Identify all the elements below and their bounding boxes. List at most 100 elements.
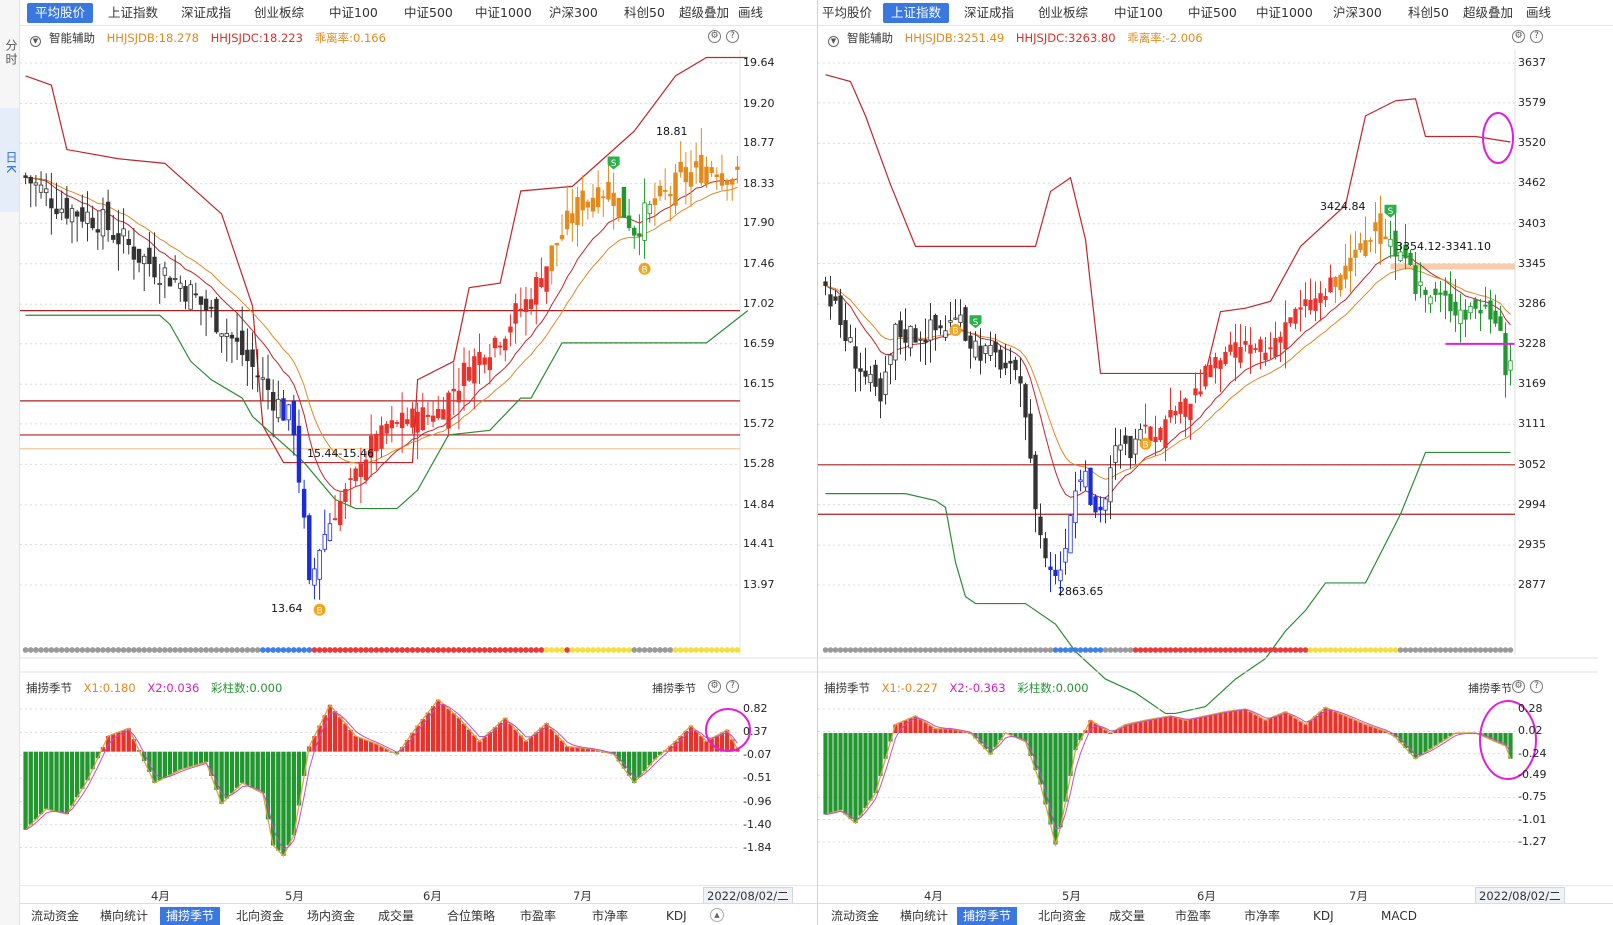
tab-0[interactable]: 平均股价	[822, 5, 873, 20]
phase-dot	[631, 647, 638, 653]
tab-0[interactable]: 平均股价	[27, 3, 94, 23]
candle	[1418, 262, 1423, 298]
osc-bar	[647, 751, 652, 766]
settings-icon[interactable]: ⚙	[1512, 30, 1525, 43]
y-tick: 3111	[1518, 417, 1546, 431]
bottom-tab-9[interactable]: KDJ	[666, 909, 687, 923]
candle-body	[399, 412, 405, 429]
tab-intraday[interactable]: 分时	[4, 39, 18, 67]
candle	[539, 257, 544, 289]
bottom-tab-7[interactable]: 市盈率	[520, 909, 557, 923]
highlight-circle	[1482, 112, 1514, 164]
bottom-tab-6[interactable]: 合位策略	[447, 909, 496, 923]
bottom-tab-1[interactable]: 横向统计	[100, 909, 149, 923]
phase-dot	[100, 647, 106, 653]
bottom-tab-0[interactable]: 流动资金	[831, 909, 880, 923]
bottom-tab-8[interactable]: MACD	[1381, 909, 1417, 923]
phase-dot	[223, 647, 230, 653]
candle	[1278, 331, 1283, 362]
bottom-tab-8[interactable]: 市净率	[592, 909, 629, 923]
tab-3[interactable]: 创业板综	[1038, 5, 1089, 20]
bottom-tab-4[interactable]: 场内资金	[307, 909, 356, 923]
tab-5[interactable]: 中证500	[1188, 5, 1237, 20]
phase-dot	[1302, 647, 1309, 653]
bottom-tab-6[interactable]: 市净率	[1244, 909, 1281, 923]
osc-y-tick: 0.28	[1518, 702, 1543, 715]
help-icon[interactable]: ?	[1530, 680, 1543, 693]
tab-2[interactable]: 深证成指	[181, 5, 232, 20]
osc-bar	[198, 751, 204, 764]
help-icon[interactable]: ?	[1530, 30, 1543, 43]
tab-7[interactable]: 沪深300	[1333, 5, 1382, 20]
candle	[1413, 252, 1418, 301]
candle	[518, 287, 523, 318]
bottom-tab-3[interactable]: 北向资金	[236, 909, 285, 923]
candle-body	[1033, 454, 1038, 510]
tab-5[interactable]: 中证500	[404, 5, 453, 20]
tab-4[interactable]: 中证100	[1114, 5, 1163, 20]
bottom-tab-0[interactable]: 流动资金	[31, 909, 80, 923]
candle	[95, 210, 101, 250]
tab-6[interactable]: 中证1000	[475, 5, 532, 20]
smart-assist-toggle[interactable]: ▼ 智能辅助	[828, 31, 893, 47]
settings-icon[interactable]: ⚙	[708, 680, 721, 693]
smart-assist-toggle[interactable]: ▼ 智能辅助	[30, 31, 95, 47]
candle-body	[928, 319, 933, 341]
y-tick: 18.77	[743, 136, 775, 150]
settings-icon[interactable]: ⚙	[1512, 680, 1525, 693]
tab-daily-k[interactable]: 日K	[0, 108, 19, 212]
phase-dot	[982, 647, 989, 653]
candle-body	[1053, 569, 1058, 577]
candle-body	[1208, 364, 1213, 378]
tab-6[interactable]: 中证1000	[1256, 5, 1313, 20]
candle	[963, 304, 968, 342]
osc-x2-line	[25, 704, 738, 850]
phase-dot	[1057, 647, 1064, 653]
phase-dot	[713, 647, 720, 653]
candle-body	[948, 320, 953, 323]
tab-1[interactable]: 上证指数	[108, 5, 159, 20]
candle-body	[1283, 322, 1288, 350]
lower-support-line	[825, 451, 1511, 715]
bottom-tab-5[interactable]: 成交量	[378, 909, 415, 923]
candle-body	[938, 325, 943, 329]
osc-bar	[1058, 733, 1063, 828]
osc-bar	[451, 713, 456, 752]
tab-10[interactable]: 画线	[1526, 5, 1552, 20]
phase-dot	[192, 647, 199, 653]
scroll-up-icon[interactable]: ▲	[710, 908, 724, 922]
candle-body	[1143, 424, 1148, 427]
tab-8[interactable]: 科创50	[1408, 5, 1449, 20]
phase-dot	[937, 647, 944, 653]
tab-10[interactable]: 画线	[738, 5, 764, 20]
phase-dot	[605, 647, 612, 653]
bottom-tab-3[interactable]: 北向资金	[1038, 909, 1087, 923]
tab-4[interactable]: 中证100	[329, 5, 378, 20]
tab-3[interactable]: 创业板综	[254, 5, 305, 20]
bottom-tab-2[interactable]: 捕捞季节	[160, 907, 221, 925]
tab-8[interactable]: 科创50	[624, 5, 665, 20]
bottom-tab-5[interactable]: 市盈率	[1175, 909, 1212, 923]
bottom-tab-1[interactable]: 横向统计	[900, 909, 949, 923]
bottom-tab-7[interactable]: KDJ	[1313, 909, 1334, 923]
osc-bar	[1408, 733, 1413, 754]
help-icon[interactable]: ?	[726, 30, 739, 43]
tab-9[interactable]: 超级叠加	[679, 5, 730, 20]
candle-body	[198, 296, 204, 305]
bottom-tab-2[interactable]: 捕捞季节	[957, 907, 1018, 925]
y-tick: 14.84	[743, 497, 775, 511]
candle	[183, 280, 188, 310]
tab-7[interactable]: 沪深300	[549, 5, 598, 20]
osc-bar	[1403, 733, 1408, 749]
osc-bar	[1318, 711, 1323, 734]
y-tick: 3169	[1518, 377, 1546, 391]
settings-icon[interactable]: ⚙	[708, 30, 721, 43]
phase-dot	[285, 647, 292, 653]
tab-2[interactable]: 深证成指	[964, 5, 1015, 20]
tab-1[interactable]: 上证指数	[883, 3, 950, 23]
bottom-tab-4[interactable]: 成交量	[1109, 909, 1146, 923]
help-icon[interactable]: ?	[726, 680, 739, 693]
tab-9[interactable]: 超级叠加	[1463, 5, 1514, 20]
candle-body	[410, 408, 415, 428]
osc-bar	[1438, 733, 1443, 743]
